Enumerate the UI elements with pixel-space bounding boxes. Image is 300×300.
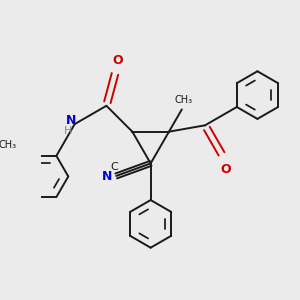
- Text: O: O: [112, 54, 123, 67]
- Text: CH₃: CH₃: [0, 140, 17, 150]
- Text: O: O: [220, 163, 230, 176]
- Text: CH₃: CH₃: [175, 95, 193, 105]
- Text: C: C: [110, 161, 118, 172]
- Text: N: N: [66, 114, 76, 127]
- Text: N: N: [102, 170, 112, 183]
- Text: H: H: [64, 126, 72, 136]
